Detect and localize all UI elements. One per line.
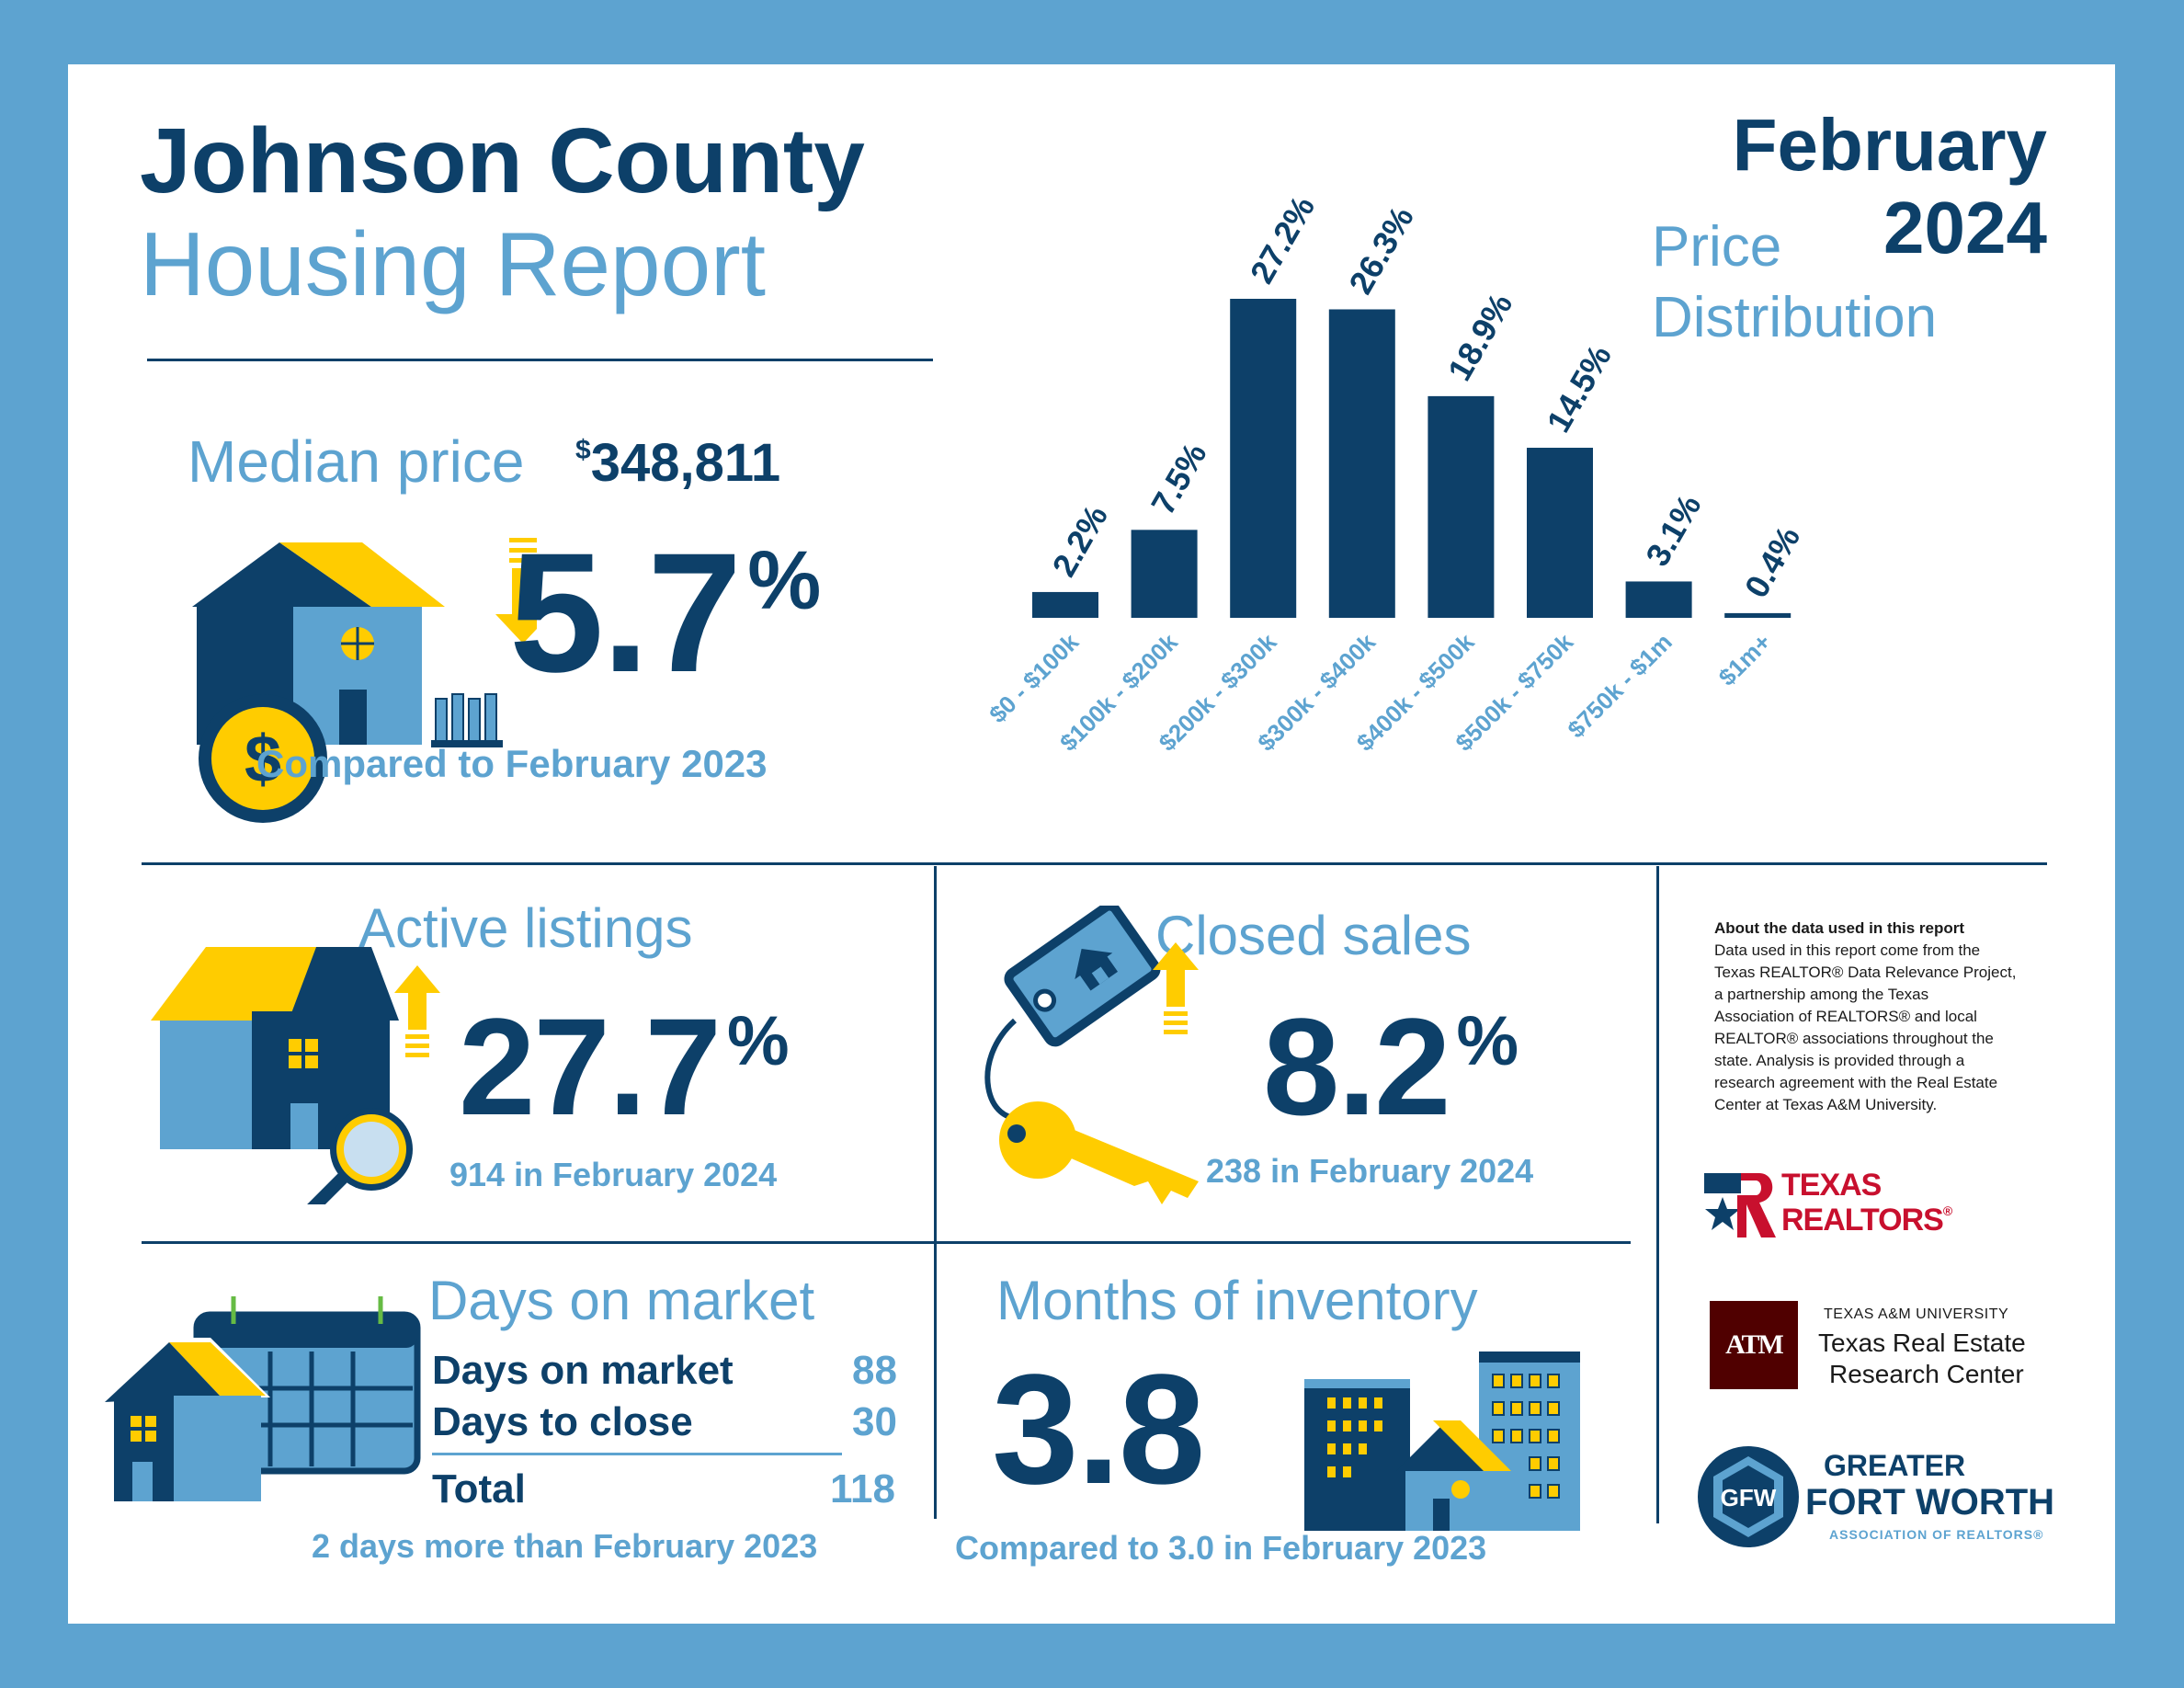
median-compare: Compared to February 2023: [256, 742, 768, 785]
tr-reg: ®: [1942, 1203, 1952, 1218]
about-line: Texas REALTOR® Data Relevance Project,: [1714, 964, 2017, 981]
bar-2: [1131, 530, 1198, 618]
bar-6: [1527, 448, 1593, 618]
chart-title-line1: Price: [1652, 215, 1782, 279]
bar-value-label-2: 7.5%: [1143, 437, 1214, 521]
bar-4: [1328, 309, 1395, 618]
inventory-sub: Compared to 3.0 in February 2023: [955, 1529, 1487, 1567]
dom-row-2-value: 30: [852, 1399, 897, 1444]
house-dollar-icon: $: [192, 538, 537, 823]
bar-value-label-3: 27.2%: [1243, 189, 1323, 290]
dom-row-1: Days on market 88: [432, 1348, 897, 1394]
active-change-pct: %: [726, 1002, 790, 1080]
about-line: a partnership among the Texas: [1714, 986, 1929, 1003]
key-tag-icon: [984, 906, 1199, 1204]
gfw-line1: GREATER: [1824, 1449, 1966, 1482]
inventory-value: 3.8: [992, 1342, 1205, 1517]
dom-total-row: Total 118: [432, 1466, 895, 1512]
section-divider-h1: [142, 862, 2047, 865]
dom-total-value: 118: [830, 1466, 895, 1511]
dom-row-2: Days to close 30: [432, 1399, 897, 1445]
dom-sub: 2 days more than February 2023: [312, 1527, 818, 1565]
about-line: Association of REALTORS® and local: [1714, 1008, 1977, 1025]
dom-row-1-value: 88: [852, 1348, 897, 1393]
median-value-wrap: $348,811: [575, 437, 780, 490]
gfw-line3: ASSOCIATION OF REALTORS®: [1829, 1527, 2044, 1542]
tamu-university: TEXAS A&M UNIVERSITY: [1824, 1306, 2009, 1322]
tr-line2-wrap: REALTORS®: [1781, 1203, 1952, 1237]
house-search-icon: [151, 947, 440, 1204]
dom-row-1-label: Days on market: [432, 1348, 734, 1393]
tamu-logo: ATM TEXAS A&M UNIVERSITY Texas Real Esta…: [1710, 1301, 2077, 1402]
inventory-label: Months of inventory: [996, 1270, 1478, 1331]
active-label: Active listings: [358, 897, 693, 959]
about-line: Center at Texas A&M University.: [1714, 1096, 1938, 1113]
dom-row-2-label: Days to close: [432, 1399, 693, 1444]
bar-value-label-5: 18.9%: [1440, 287, 1520, 387]
about-line: research agreement with the Real Estate: [1714, 1074, 1998, 1091]
closed-change-pct: %: [1456, 1002, 1519, 1080]
title-line2: Housing Report: [140, 213, 766, 314]
about-line: Data used in this report come from the: [1714, 941, 1981, 959]
closed-sub: 238 in February 2024: [1206, 1152, 1534, 1190]
x-tick-label-1: $0 - $100k: [984, 628, 1085, 729]
bar-3: [1230, 299, 1297, 618]
report-card: Johnson County Housing Report February 2…: [68, 64, 2115, 1624]
gfw-mark: GFW: [1721, 1484, 1777, 1511]
tamu-mark-icon: ATM: [1710, 1301, 1798, 1389]
bar-7: [1625, 581, 1692, 618]
section-divider-h2: [142, 1241, 1631, 1244]
texas-realtors-logo: TEXAS REALTORS®: [1704, 1168, 1980, 1250]
gfw-mark-icon: GFW: [1698, 1446, 1799, 1547]
median-label: Median price: [188, 428, 525, 495]
title-line1: Johnson County: [140, 109, 865, 212]
svg-text:$: $: [245, 723, 281, 796]
chart-title-line2: Distribution: [1652, 286, 1938, 349]
median-value: 348,811: [590, 433, 781, 493]
tamu-line1: Texas Real Estate: [1818, 1329, 2026, 1357]
texas-realtors-mark-icon: [1704, 1173, 1776, 1237]
bar-8: [1724, 612, 1792, 618]
about-title: About the data used in this report: [1714, 919, 1965, 937]
closed-label: Closed sales: [1155, 905, 1472, 966]
calendar-house-icon: [105, 1296, 421, 1501]
dom-total-rule: [432, 1453, 842, 1455]
title-rule: [147, 359, 933, 361]
bar-value-label-6: 14.5%: [1539, 338, 1619, 439]
about-line: REALTOR® associations throughout the: [1714, 1030, 1994, 1047]
tr-line1: TEXAS: [1781, 1168, 1882, 1203]
gfw-line2: FORT WORTH: [1805, 1482, 2055, 1523]
bar-value-label-7: 3.1%: [1638, 488, 1709, 573]
buildings-icon: [1304, 1352, 1580, 1531]
bar-value-label-1: 2.2%: [1044, 498, 1115, 583]
median-currency: $: [575, 435, 591, 465]
gfw-logo: GFW GREATER FORT WORTH ASSOCIATION OF RE…: [1695, 1443, 2090, 1563]
closed-change: 8.2%: [1263, 998, 1519, 1135]
active-sub: 914 in February 2024: [449, 1156, 778, 1193]
bar-1: [1032, 591, 1098, 618]
report-month: February: [1732, 104, 2047, 186]
active-change-value: 27.7: [459, 989, 722, 1144]
tamu-line2: Research Center: [1829, 1360, 2024, 1388]
about-block: About the data used in this report Data …: [1714, 918, 2082, 1116]
dom-label: Days on market: [428, 1270, 815, 1331]
tr-line2: REALTORS: [1781, 1203, 1944, 1237]
median-change-pct: %: [747, 535, 821, 627]
closed-change-value: 8.2: [1263, 989, 1451, 1144]
x-tick-label-7: $750k - $1m: [1562, 628, 1677, 743]
x-tick-label-8: $1m+: [1713, 628, 1777, 691]
section-divider-v2: [1656, 866, 1659, 1523]
about-line: state. Analysis is provided through a: [1714, 1052, 1965, 1069]
bar-5: [1428, 395, 1495, 618]
median-change: 5.7%: [509, 529, 821, 699]
report-year: 2024: [1883, 187, 2047, 268]
active-change: 27.7%: [459, 998, 790, 1135]
bar-value-label-4: 26.3%: [1341, 200, 1421, 301]
section-divider-v1: [934, 866, 937, 1519]
dom-total-label: Total: [432, 1466, 526, 1511]
median-change-value: 5.7: [509, 519, 742, 708]
bar-value-label-8: 0.4%: [1737, 519, 1808, 604]
